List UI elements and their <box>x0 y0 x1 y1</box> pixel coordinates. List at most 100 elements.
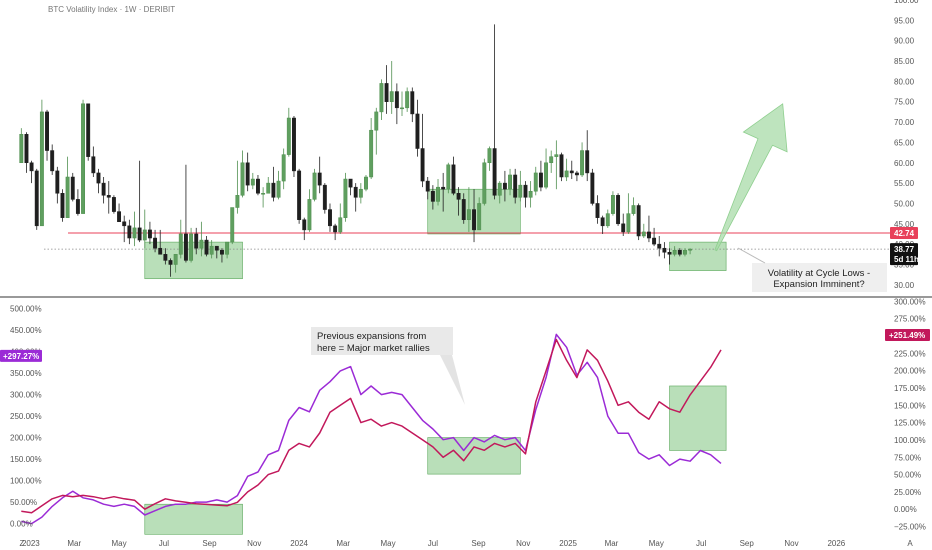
time-tick-label: 2025 <box>559 539 577 548</box>
candle-110 <box>585 130 590 182</box>
candle-body <box>590 172 595 204</box>
candle-body <box>595 203 600 218</box>
line-value-badge <box>890 226 918 239</box>
candle-78 <box>420 113 425 188</box>
bottom-callout-text: Previous expansions from here = Major mar… <box>317 331 430 354</box>
candle-83 <box>446 162 451 194</box>
left-percent-tick: 300.00% <box>10 391 42 400</box>
candle-body <box>549 156 554 164</box>
candle-11 <box>75 189 80 216</box>
candle-52 <box>286 107 291 157</box>
candle-97 <box>518 170 523 202</box>
time-tick-label: Mar <box>67 539 81 548</box>
candle-body <box>358 188 363 198</box>
candle-37 <box>209 240 214 259</box>
candle-body <box>178 233 183 255</box>
right-percent-tick: 225.00% <box>894 349 926 358</box>
bottom-callout-line-1: Previous expansions from <box>317 331 426 342</box>
candle-108 <box>574 170 579 182</box>
candle-66 <box>358 183 363 204</box>
candle-38 <box>214 245 219 259</box>
time-tick-label: 2024 <box>290 539 308 548</box>
candle-124 <box>657 236 662 257</box>
candle-121 <box>641 223 646 239</box>
candle-body <box>364 176 368 190</box>
candle-body <box>523 184 528 198</box>
candle-body <box>96 172 101 184</box>
left-percent-tick: 500.00% <box>10 305 42 314</box>
candle-26 <box>153 229 158 253</box>
candle-body <box>45 111 49 151</box>
price-tick-label: 95.00 <box>894 16 915 25</box>
price-tick-label: 90.00 <box>894 37 915 46</box>
candle-body <box>554 154 559 157</box>
candle-73 <box>394 83 399 125</box>
candle-5 <box>45 109 49 161</box>
candle-15 <box>96 168 101 194</box>
candle-body <box>194 233 199 249</box>
candle-60 <box>328 203 332 232</box>
time-tick-label: Sep <box>471 539 486 548</box>
candle-53 <box>292 115 296 177</box>
candle-50 <box>276 170 281 200</box>
candle-74 <box>400 91 404 116</box>
candle-48 <box>266 177 271 194</box>
candle-81 <box>436 179 440 206</box>
candle-body <box>55 170 60 194</box>
candle-body <box>482 162 487 204</box>
candle-body <box>384 83 389 102</box>
top-callout-line-1: Volatility at Cycle Lows - <box>768 268 870 279</box>
candle-body <box>39 111 44 227</box>
left-percent-tick: 50.00% <box>10 498 37 507</box>
candle-105 <box>559 152 564 182</box>
candle-111 <box>590 168 595 206</box>
time-axis[interactable]: 2023 Mar May Jul Sep Nov 2024 Mar May Jul Sep Nov 20… <box>22 539 846 548</box>
left-percent-tick: 250.00% <box>10 412 42 421</box>
bottom-highlight-box-0 <box>144 503 243 535</box>
candle-body <box>60 193 65 218</box>
axis-corner-left[interactable]: Z <box>20 539 25 548</box>
candle-body <box>585 150 590 174</box>
candle-body <box>518 184 523 198</box>
candle-body <box>142 229 147 241</box>
candle-87 <box>466 187 471 232</box>
left-percent-tick: 100.00% <box>10 477 42 486</box>
left-percent-tick: 450.00% <box>10 326 42 335</box>
candle-67 <box>364 174 368 192</box>
volatility-pane: BTC Volatility Index · 1W · DERIBIT Vola… <box>19 0 919 292</box>
candle-40 <box>225 241 230 259</box>
time-tick-label: May <box>649 539 664 548</box>
candle-64 <box>348 178 353 196</box>
candle-41 <box>230 207 235 245</box>
candle-body <box>631 205 636 214</box>
candle-76 <box>410 87 415 123</box>
candle-body <box>256 178 260 194</box>
candle-body <box>477 203 482 231</box>
axis-corner-right[interactable]: A <box>907 539 913 548</box>
candle-27 <box>158 229 163 255</box>
price-tick-label: 45.00 <box>894 220 915 229</box>
candle-115 <box>610 191 615 216</box>
candle-body <box>683 249 687 255</box>
candle-9 <box>65 156 70 218</box>
candle-body <box>173 254 178 265</box>
price-tick-label: 85.00 <box>894 57 915 66</box>
candle-body <box>91 156 96 174</box>
right-percent-tick: 25.00% <box>894 488 921 497</box>
candle-body <box>436 186 440 202</box>
last-price-badge-countdown: 5d 11h <box>894 255 919 264</box>
candle-body <box>348 178 353 188</box>
candle-119 <box>631 197 636 216</box>
candle-body <box>183 233 188 261</box>
candle-4 <box>39 99 44 227</box>
candle-3 <box>34 168 39 230</box>
candle-body <box>286 117 291 155</box>
candle-body <box>127 225 132 239</box>
candle-93 <box>497 181 502 204</box>
candle-body <box>641 231 646 237</box>
candle-123 <box>652 227 657 247</box>
candle-24 <box>142 209 147 249</box>
candle-body <box>492 148 497 196</box>
time-tick-label: May <box>380 539 395 548</box>
